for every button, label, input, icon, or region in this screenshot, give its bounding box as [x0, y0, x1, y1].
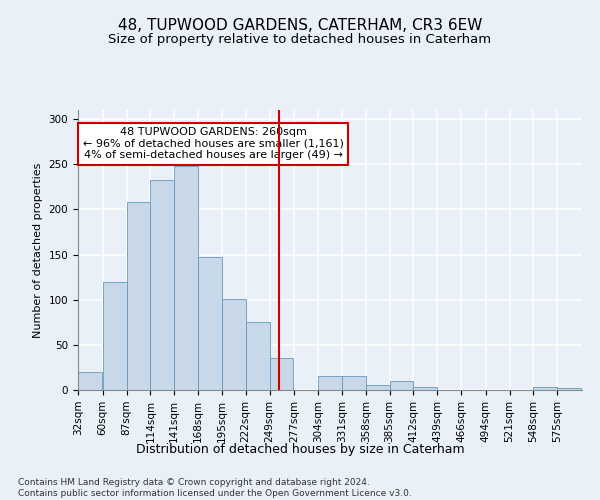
- Bar: [557, 388, 581, 390]
- Y-axis label: Number of detached properties: Number of detached properties: [33, 162, 43, 338]
- Bar: [269, 358, 293, 390]
- Bar: [198, 257, 222, 390]
- Bar: [246, 322, 269, 390]
- Bar: [389, 381, 413, 390]
- Bar: [342, 376, 366, 390]
- Bar: [318, 376, 342, 390]
- Bar: [78, 372, 102, 390]
- Bar: [222, 299, 246, 390]
- Bar: [366, 386, 389, 390]
- Bar: [174, 166, 198, 390]
- Text: Distribution of detached houses by size in Caterham: Distribution of detached houses by size …: [136, 442, 464, 456]
- Text: 48, TUPWOOD GARDENS, CATERHAM, CR3 6EW: 48, TUPWOOD GARDENS, CATERHAM, CR3 6EW: [118, 18, 482, 32]
- Text: Contains HM Land Registry data © Crown copyright and database right 2024.
Contai: Contains HM Land Registry data © Crown c…: [18, 478, 412, 498]
- Bar: [127, 202, 151, 390]
- Bar: [533, 388, 557, 390]
- Bar: [413, 388, 437, 390]
- Text: 48 TUPWOOD GARDENS: 260sqm
← 96% of detached houses are smaller (1,161)
4% of se: 48 TUPWOOD GARDENS: 260sqm ← 96% of deta…: [83, 127, 343, 160]
- Bar: [151, 180, 174, 390]
- Text: Size of property relative to detached houses in Caterham: Size of property relative to detached ho…: [109, 32, 491, 46]
- Bar: [103, 282, 127, 390]
